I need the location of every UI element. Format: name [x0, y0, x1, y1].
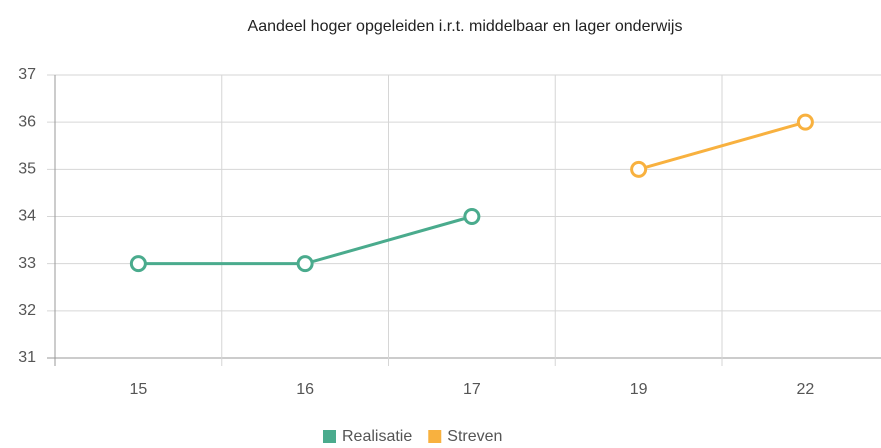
y-tick-label: 32	[18, 302, 36, 319]
x-tick-label: 17	[463, 381, 481, 398]
legend-swatch	[323, 430, 336, 443]
x-tick-label: 15	[129, 381, 147, 398]
series-line	[638, 120, 806, 171]
legend-label: Streven	[447, 428, 502, 445]
data-point	[296, 255, 314, 273]
legend-label: Realisatie	[342, 428, 412, 445]
x-tick-label: 19	[630, 381, 648, 398]
data-point	[630, 160, 648, 178]
y-tick-label: 35	[18, 161, 36, 178]
data-point	[796, 113, 814, 131]
data-point	[463, 208, 481, 225]
y-tick-label: 33	[18, 255, 36, 272]
x-tick-label: 16	[296, 381, 314, 398]
y-tick-label: 34	[18, 208, 36, 225]
x-tick-label: 22	[796, 381, 814, 398]
chart-title: Aandeel hoger opgeleiden i.r.t. middelba…	[248, 18, 683, 35]
y-tick-label: 31	[18, 349, 36, 366]
y-tick-label: 36	[18, 113, 36, 130]
y-tick-label: 37	[18, 66, 36, 83]
legend-swatch	[428, 430, 442, 443]
data-point	[129, 255, 147, 273]
